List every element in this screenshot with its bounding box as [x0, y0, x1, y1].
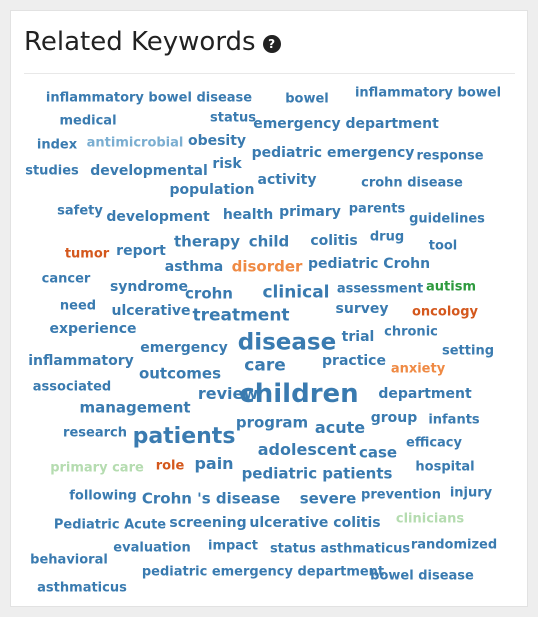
keyword-link[interactable]: case [358, 443, 398, 462]
header-divider [24, 73, 515, 74]
keyword-link[interactable]: developmental [90, 163, 208, 179]
keyword-link[interactable]: ulcerative colitis [249, 515, 381, 531]
keyword-link[interactable]: emergency department [253, 116, 439, 132]
keyword-link[interactable]: child [248, 232, 290, 251]
card-header: Related Keywords ? [24, 27, 281, 57]
keyword-link[interactable]: medical [59, 113, 117, 129]
keyword-link[interactable]: behavioral [30, 552, 108, 568]
keyword-link[interactable]: Pediatric Acute [53, 517, 167, 533]
keyword-link[interactable]: hospital [415, 459, 475, 475]
keyword-link[interactable]: care [244, 355, 286, 376]
keyword-link[interactable]: practice [322, 353, 386, 369]
keyword-link[interactable]: pediatric emergency [251, 145, 415, 161]
keyword-link[interactable]: adolescent [257, 440, 357, 459]
keyword-link[interactable]: injury [449, 485, 493, 501]
keyword-link[interactable]: status asthmaticus [269, 541, 411, 557]
keyword-link[interactable]: randomized [410, 537, 498, 553]
keyword-link[interactable]: colitis [310, 233, 358, 249]
keyword-link[interactable]: assessment [336, 281, 424, 297]
keyword-link[interactable]: evaluation [113, 540, 191, 556]
keyword-link[interactable]: survey [335, 301, 389, 317]
keyword-link[interactable]: chronic [384, 324, 438, 340]
keyword-link[interactable]: experience [49, 321, 137, 337]
question-circle-icon[interactable]: ? [262, 35, 281, 53]
keyword-link[interactable]: primary [279, 204, 341, 220]
keyword-link[interactable]: patients [132, 424, 236, 449]
keyword-link[interactable]: trial [341, 329, 375, 345]
keyword-link[interactable]: disorder [231, 257, 303, 276]
keyword-link[interactable]: safety [57, 203, 103, 219]
keyword-link[interactable]: acute [314, 418, 366, 437]
keyword-link[interactable]: guidelines [409, 211, 485, 227]
keyword-link[interactable]: antimicrobial [86, 135, 184, 151]
keyword-link[interactable]: program [235, 413, 309, 432]
keyword-link[interactable]: tool [428, 238, 458, 254]
keyword-link[interactable]: setting [442, 343, 494, 359]
keyword-link[interactable]: research [63, 425, 127, 441]
keyword-link[interactable]: impact [207, 538, 259, 554]
keyword-link[interactable]: autism [426, 279, 476, 295]
keyword-link[interactable]: department [378, 386, 472, 402]
keyword-link[interactable]: anxiety [390, 361, 446, 377]
keyword-link[interactable]: crohn [185, 284, 233, 303]
keyword-link[interactable]: development [106, 209, 210, 225]
keyword-link[interactable]: screening [169, 515, 247, 531]
keyword-link[interactable]: management [79, 398, 191, 417]
keyword-link[interactable]: primary care [50, 460, 144, 476]
keyword-link[interactable]: response [416, 148, 484, 164]
keyword-link[interactable]: cancer [41, 271, 91, 287]
keyword-link[interactable]: ulcerative [111, 303, 191, 319]
keyword-link[interactable]: pediatric emergency department [141, 564, 385, 580]
keyword-link[interactable]: syndrome [109, 279, 189, 295]
keyword-link[interactable]: crohn disease [361, 175, 463, 191]
keyword-link[interactable]: therapy [173, 232, 241, 251]
keyword-link[interactable]: status [210, 110, 256, 126]
keyword-link[interactable]: role [155, 458, 185, 474]
keyword-link[interactable]: prevention [361, 487, 441, 503]
keyword-link[interactable]: inflammatory [28, 353, 134, 369]
keyword-link[interactable]: efficacy [406, 435, 462, 451]
keyword-link[interactable]: report [116, 243, 166, 259]
keyword-link[interactable]: need [59, 298, 97, 314]
keyword-link[interactable]: asthmaticus [37, 580, 127, 596]
keyword-link[interactable]: oncology [412, 304, 478, 320]
keyword-link[interactable]: severe [299, 489, 357, 508]
keyword-link[interactable]: infants [428, 412, 480, 428]
keyword-link[interactable]: activity [257, 172, 317, 188]
keyword-link[interactable]: asthma [164, 259, 224, 275]
keyword-link[interactable]: parents [348, 201, 406, 217]
keyword-link[interactable]: bowel disease [370, 568, 474, 584]
keyword-link[interactable]: inflammatory bowel disease [45, 90, 253, 106]
keyword-link[interactable]: emergency [140, 340, 228, 356]
keyword-link[interactable]: associated [32, 379, 112, 395]
keyword-link[interactable]: group [370, 410, 418, 426]
keyword-link[interactable]: outcomes [138, 364, 222, 383]
keyword-link[interactable]: pediatric Crohn [307, 256, 431, 272]
keyword-link[interactable]: tumor [64, 246, 110, 262]
keyword-link[interactable]: following [69, 488, 137, 504]
keyword-link[interactable]: index [36, 137, 78, 153]
keyword-link[interactable]: risk [212, 156, 242, 172]
keyword-link[interactable]: obesity [187, 133, 247, 149]
keyword-link[interactable]: clinical [262, 282, 330, 303]
keyword-link[interactable]: children [239, 379, 359, 409]
keyword-link[interactable]: population [169, 182, 255, 198]
related-keywords-card: Related Keywords ? inflammatory bowel di… [10, 10, 528, 607]
keyword-link[interactable]: treatment [192, 305, 290, 326]
keyword-link[interactable]: Crohn 's disease [141, 489, 281, 508]
card-title: Related Keywords [24, 27, 256, 57]
keyword-link[interactable]: clinicians [395, 511, 465, 527]
keyword-link[interactable]: review [197, 384, 259, 403]
keyword-link[interactable]: disease [237, 329, 337, 356]
keyword-link[interactable]: health [222, 207, 274, 223]
keyword-cloud: inflammatory bowel disease bowel inflammat… [11, 11, 529, 608]
keyword-link[interactable]: bowel [285, 91, 329, 107]
keyword-link[interactable]: studies [25, 163, 79, 179]
keyword-link[interactable]: drug [369, 229, 405, 245]
keyword-link[interactable]: pediatric patients [241, 464, 393, 483]
keyword-link[interactable]: pain [194, 454, 234, 473]
keyword-link[interactable]: inflammatory bowel [354, 85, 502, 101]
